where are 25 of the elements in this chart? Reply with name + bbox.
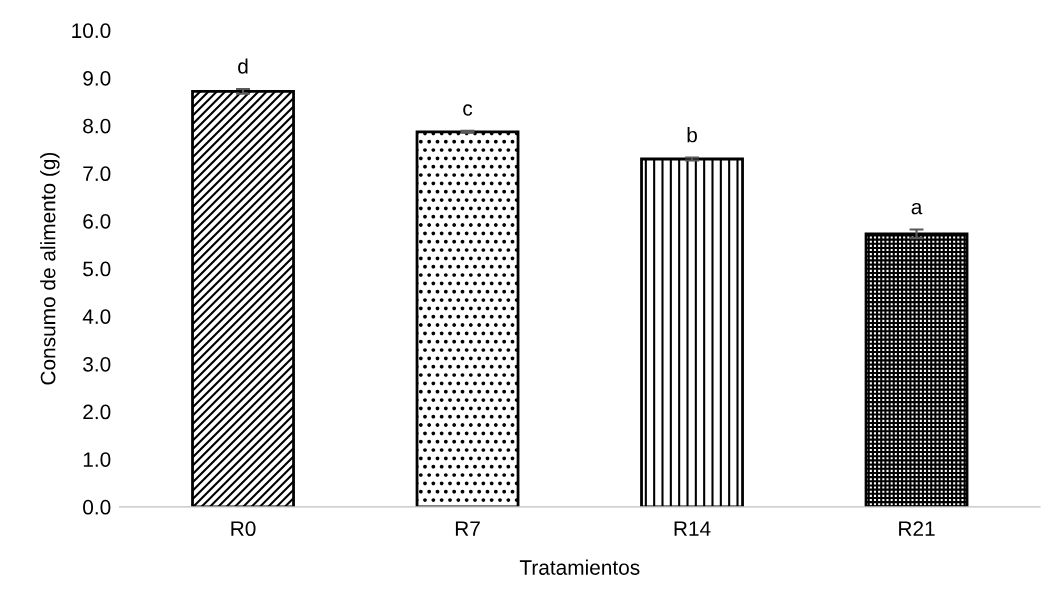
x-axis-title: Tratamientos [519,559,640,575]
bar [191,89,295,507]
y-tick-label: 1.0 [83,452,111,467]
x-tick-label: R21 [899,521,935,536]
y-tick-label: 8.0 [83,118,111,134]
y-tick-label: 10.0 [72,23,111,39]
annotation: b [687,127,697,143]
y-tick-label: 7.0 [83,166,111,182]
y-tick-label: 2.0 [83,404,111,420]
y-tick-label: 6.0 [83,213,111,229]
annotation: c [463,104,473,116]
y-tick-label: 0.0 [83,499,111,515]
annotation: a [911,202,923,215]
x-tick-label: R14 [674,521,711,536]
y-tick-label: 4.0 [82,309,111,324]
bar [864,232,969,507]
y-tick-label: 5.0 [83,261,111,277]
y-tick-label: 9.0 [83,71,111,86]
y-tick-label: 3.0 [83,356,111,372]
annotation: d [238,58,248,74]
x-tick-label: R0 [231,521,256,537]
bar [415,130,520,507]
y-axis-title: Consumo de alimento (g) [40,152,60,385]
x-tick-label: R7 [455,521,480,536]
bar [640,157,744,507]
